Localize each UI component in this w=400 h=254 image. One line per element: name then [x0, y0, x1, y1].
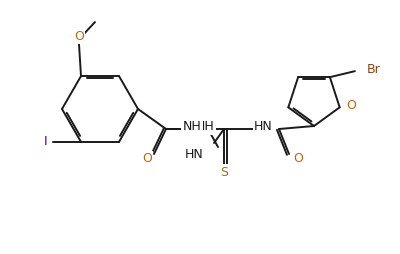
Text: HN: HN — [184, 148, 203, 161]
Text: O: O — [74, 30, 84, 43]
Text: O: O — [142, 152, 152, 166]
Text: I: I — [44, 135, 48, 148]
Text: HN: HN — [254, 119, 273, 133]
Text: O: O — [293, 151, 303, 165]
Text: NH: NH — [183, 119, 201, 133]
Text: NH: NH — [196, 120, 215, 134]
Text: O: O — [347, 99, 356, 112]
Text: Br: Br — [367, 63, 381, 76]
Text: S: S — [220, 166, 228, 179]
